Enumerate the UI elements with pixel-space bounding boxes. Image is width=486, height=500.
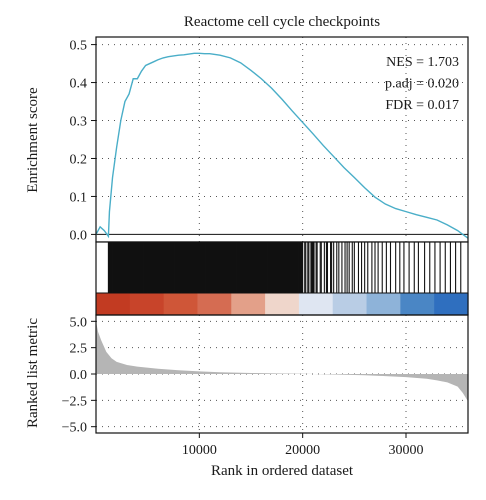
colorbar-segment bbox=[129, 293, 165, 315]
colorbar-segment bbox=[163, 293, 199, 315]
colorbar-segment bbox=[298, 293, 334, 315]
metric-y-tick-label: −2.5 bbox=[62, 394, 87, 409]
es-y-tick-label: 0.1 bbox=[70, 190, 88, 205]
colorbar-segment bbox=[231, 293, 266, 315]
stat-label-0: NES = 1.703 bbox=[386, 55, 459, 70]
x-axis: 10000 20000 30000 bbox=[182, 433, 424, 458]
es-y-ticks: 0.0 0.1 0.2 0.3 0.4 0.5 bbox=[70, 39, 96, 243]
metric-y-tick-label: 2.5 bbox=[70, 342, 88, 357]
gene-hit-bars bbox=[107, 242, 462, 293]
x-tick-label: 30000 bbox=[389, 443, 424, 458]
statistics-box: NES = 1.703 p.adj = 0.020 FDR = 0.017 bbox=[385, 55, 459, 113]
stat-label-2: FDR = 0.017 bbox=[385, 98, 459, 113]
x-tick-label: 10000 bbox=[182, 443, 217, 458]
colorbar-segment bbox=[366, 293, 401, 315]
es-y-axis-title: Enrichment score bbox=[25, 87, 41, 193]
colorbar-segment bbox=[96, 293, 131, 315]
x-axis-title: Rank in ordered dataset bbox=[211, 463, 354, 479]
metric-y-ticks: −5.0 −2.5 0.0 2.5 5.0 bbox=[62, 315, 96, 436]
chart-title: Reactome cell cycle checkpoints bbox=[184, 14, 380, 30]
colorbar-segment bbox=[197, 293, 232, 315]
gene-hits-panel bbox=[95, 241, 469, 316]
rank-colorbar bbox=[96, 293, 469, 315]
stat-label-1: p.adj = 0.020 bbox=[385, 77, 459, 92]
ranked-metric-area bbox=[96, 321, 468, 402]
es-y-tick-label: 0.2 bbox=[70, 152, 88, 167]
enrichment-score-panel: 0.0 0.1 0.2 0.3 0.4 0.5 NES = 1.703 p.adj = 0.… bbox=[25, 36, 469, 243]
colorbar-segment bbox=[434, 293, 469, 315]
colorbar-segment bbox=[332, 293, 368, 315]
es-y-tick-label: 0.4 bbox=[70, 77, 88, 92]
es-gridlines bbox=[96, 37, 468, 242]
metric-y-tick-label: 5.0 bbox=[70, 315, 88, 330]
es-y-tick-label: 0.0 bbox=[70, 228, 88, 243]
colorbar-segment bbox=[400, 293, 435, 315]
ranked-metric-panel: −5.0 −2.5 0.0 2.5 5.0 Ranked list metric bbox=[25, 314, 469, 436]
colorbar-segment bbox=[265, 293, 300, 315]
metric-y-axis-title: Ranked list metric bbox=[25, 318, 41, 428]
metric-y-tick-label: −5.0 bbox=[62, 421, 87, 436]
es-y-tick-label: 0.5 bbox=[70, 39, 88, 54]
x-tick-label: 20000 bbox=[285, 443, 320, 458]
enrichment-score-line bbox=[95, 52, 469, 239]
es-y-tick-label: 0.3 bbox=[70, 115, 88, 130]
metric-y-tick-label: 0.0 bbox=[70, 368, 88, 383]
